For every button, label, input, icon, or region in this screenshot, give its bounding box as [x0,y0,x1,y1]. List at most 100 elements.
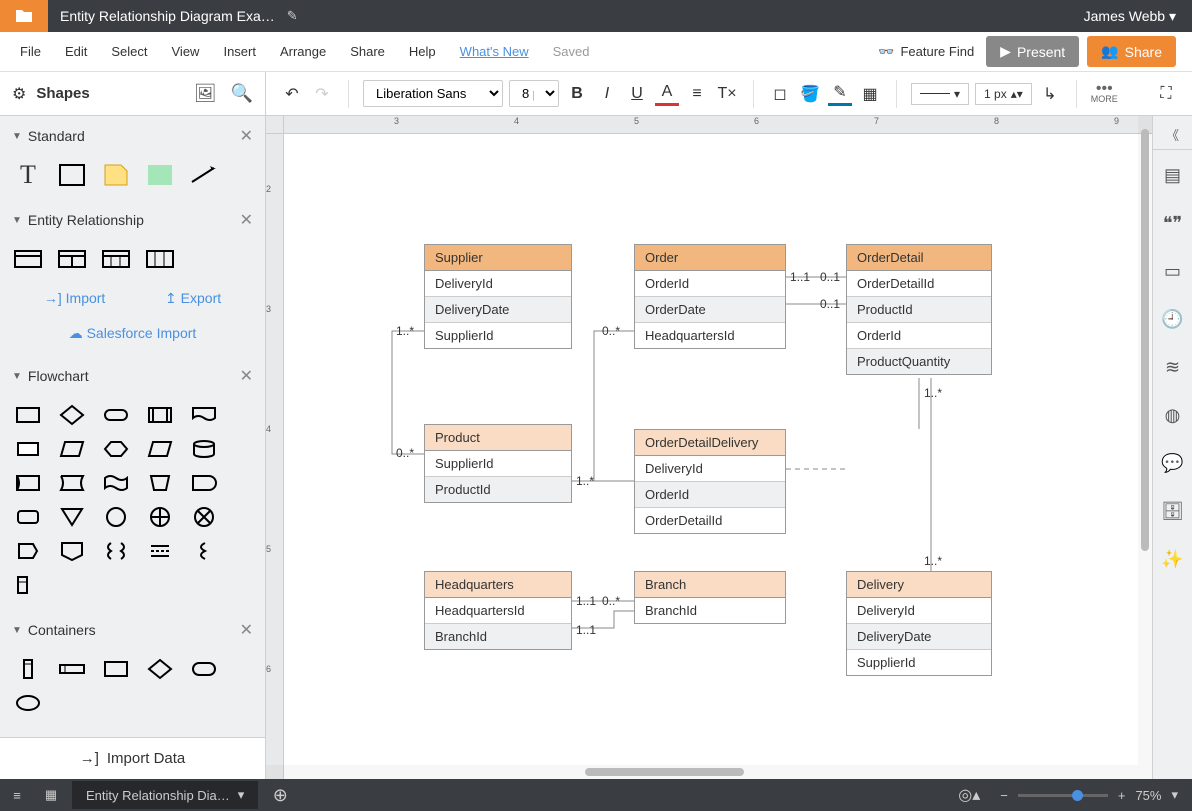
menu-file[interactable]: File [8,36,53,67]
user-menu[interactable]: James Webb ▾ [1068,8,1192,25]
bold-icon[interactable]: B [565,82,589,106]
entity-header[interactable]: OrderDetail [847,245,991,271]
shape-block[interactable] [146,164,174,186]
flowchart-shape-24[interactable] [190,540,218,562]
share-button[interactable]: 👥 Share [1087,36,1176,67]
section-standard[interactable]: ▼Standard✕ [0,116,265,156]
menu-view[interactable]: View [160,36,212,67]
flowchart-shape-23[interactable] [146,540,174,562]
italic-icon[interactable]: I [595,82,619,106]
er-shape-2[interactable] [58,248,86,270]
section-flowchart[interactable]: ▼Flowchart✕ [0,356,265,396]
scrollbar-vertical[interactable] [1138,116,1152,765]
entity-row[interactable]: SupplierId [425,323,571,348]
container-shape-0[interactable] [14,658,42,680]
menu-edit[interactable]: Edit [53,36,99,67]
shape-text[interactable]: T [14,164,42,186]
close-icon[interactable]: ✕ [240,210,253,230]
flowchart-shape-1[interactable] [58,404,86,426]
underline-icon[interactable]: U [625,82,649,106]
search-icon[interactable]: 🔍 [231,83,253,104]
collapse-panel-icon[interactable]: 《 [1153,120,1192,150]
flowchart-shape-2[interactable] [102,404,130,426]
line-routing-icon[interactable]: ↳ [1038,82,1062,106]
flowchart-shape-9[interactable] [190,438,218,460]
entity-row[interactable]: DeliveryId [425,271,571,297]
entity-supplier[interactable]: SupplierDeliveryIdDeliveryDateSupplierId [424,244,572,349]
entity-header[interactable]: Delivery [847,572,991,598]
flowchart-shape-17[interactable] [102,506,130,528]
menu-select[interactable]: Select [99,36,159,67]
present-button[interactable]: ▶ Present [986,36,1079,67]
entity-row[interactable]: OrderDetailId [635,508,785,533]
entity-header[interactable]: OrderDetailDelivery [635,430,785,456]
toolbar-more[interactable]: •••MORE [1091,84,1118,104]
rp-present-icon[interactable]: ▭ [1153,248,1192,294]
entity-header[interactable]: Supplier [425,245,571,271]
textcolor-icon[interactable]: A [655,82,679,106]
er-export-link[interactable]: ↥ Export [165,290,221,307]
flowchart-shape-5[interactable] [14,438,42,460]
entity-row[interactable]: BranchId [635,598,785,623]
entity-row[interactable]: ProductQuantity [847,349,991,374]
entity-row[interactable]: DeliveryId [635,456,785,482]
entity-branch[interactable]: BranchBranchId [634,571,786,624]
flowchart-shape-7[interactable] [102,438,130,460]
flowchart-shape-21[interactable] [58,540,86,562]
flowchart-shape-13[interactable] [146,472,174,494]
feature-find[interactable]: 👓 Feature Find [866,44,986,60]
rp-layers-icon[interactable]: ≋ [1153,344,1192,390]
entity-row[interactable]: HeadquartersId [425,598,571,624]
entity-row[interactable]: OrderDetailId [847,271,991,297]
flowchart-shape-6[interactable] [58,438,86,460]
zoom-in-icon[interactable]: + [1118,788,1126,803]
line-style-select[interactable]: ▾ [911,83,969,105]
flowchart-shape-0[interactable] [14,404,42,426]
entity-row[interactable]: DeliveryId [847,598,991,624]
shape-options-icon[interactable]: ▦ [858,82,882,106]
redo-icon[interactable]: ↷ [310,82,334,106]
rp-document-icon[interactable]: ▤ [1153,152,1192,198]
entity-row[interactable]: OrderDate [635,297,785,323]
entity-odd[interactable]: OrderDetailDeliveryDeliveryIdOrderIdOrde… [634,429,786,534]
zoom-level[interactable]: 75% [1135,788,1161,803]
close-icon[interactable]: ✕ [240,620,253,640]
line-width-select[interactable]: 1 px ▴▾ [975,83,1032,105]
close-icon[interactable]: ✕ [240,126,253,146]
entity-row[interactable]: DeliveryDate [847,624,991,650]
entity-row[interactable]: OrderId [847,323,991,349]
section-er[interactable]: ▼Entity Relationship✕ [0,200,265,240]
fill-icon[interactable]: 🪣 [798,82,822,106]
align-icon[interactable]: ≡ [685,82,709,106]
folder-icon[interactable] [0,0,48,32]
container-shape-1[interactable] [58,658,86,680]
shape-note[interactable] [102,164,130,186]
clear-format-icon[interactable]: T× [715,82,739,106]
target-icon[interactable]: ◎▴ [952,779,986,811]
grid-view-icon[interactable]: ▦ [34,779,68,811]
line-color-icon[interactable]: ✎ [828,82,852,106]
flowchart-shape-14[interactable] [190,472,218,494]
container-shape-4[interactable] [190,658,218,680]
import-data-button[interactable]: →] Import Data [0,737,265,779]
entity-row[interactable]: ProductId [847,297,991,323]
flowchart-shape-4[interactable] [190,404,218,426]
entity-delivery[interactable]: DeliveryDeliveryIdDeliveryDateSupplierId [846,571,992,676]
container-shape-5[interactable] [14,692,42,714]
rp-history-icon[interactable]: 🕘 [1153,296,1192,342]
menu-arrange[interactable]: Arrange [268,36,338,67]
fontsize-select[interactable]: 8 pt [509,80,559,107]
doc-title[interactable]: Entity Relationship Diagram Exa… [48,8,287,24]
entity-header[interactable]: Headquarters [425,572,571,598]
shape-box-icon[interactable]: ◻ [768,82,792,106]
page-tab[interactable]: Entity Relationship Dia… ▾ [72,781,258,809]
undo-icon[interactable]: ↶ [280,82,304,106]
zoom-slider[interactable] [1018,794,1108,797]
entity-order[interactable]: OrderOrderIdOrderDateHeadquartersId [634,244,786,349]
flowchart-shape-22[interactable] [102,540,130,562]
entity-header[interactable]: Product [425,425,571,451]
rp-data-icon[interactable]: ◍ [1153,392,1192,438]
entity-header[interactable]: Branch [635,572,785,598]
entity-row[interactable]: OrderId [635,271,785,297]
entity-row[interactable]: BranchId [425,624,571,649]
